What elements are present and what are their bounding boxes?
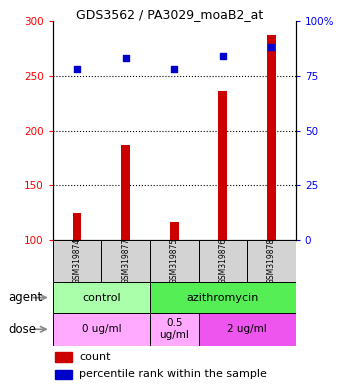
Text: 0.5
ug/ml: 0.5 ug/ml (159, 318, 189, 340)
Text: dose: dose (8, 323, 36, 336)
Bar (55, 370, 72, 379)
Text: GSM319874: GSM319874 (72, 238, 82, 284)
Text: GSM319878: GSM319878 (267, 238, 276, 284)
Bar (150, 313, 199, 346)
Bar (199, 240, 247, 282)
Bar (150, 282, 296, 313)
Bar (101, 240, 150, 282)
Bar (219, 91, 227, 240)
Bar (53, 282, 150, 313)
Text: azithromycin: azithromycin (187, 293, 259, 303)
Text: 2 ug/ml: 2 ug/ml (227, 324, 267, 334)
Point (269, 44, 274, 50)
Bar (121, 145, 130, 240)
Bar (199, 313, 296, 346)
Bar (170, 222, 178, 240)
Text: GDS3562 / PA3029_moaB2_at: GDS3562 / PA3029_moaB2_at (76, 8, 264, 21)
Bar (53, 240, 101, 282)
Text: GSM319876: GSM319876 (218, 238, 227, 284)
Point (123, 55, 129, 61)
Text: agent: agent (8, 291, 43, 304)
Point (171, 66, 177, 72)
Text: percentile rank within the sample: percentile rank within the sample (80, 369, 267, 379)
Text: control: control (82, 293, 121, 303)
Text: count: count (80, 352, 111, 362)
Bar (247, 240, 296, 282)
Bar (267, 35, 276, 240)
Point (74, 66, 80, 72)
Bar (150, 240, 199, 282)
Bar (73, 213, 81, 240)
Text: GSM319877: GSM319877 (121, 238, 130, 284)
Point (220, 53, 226, 59)
Bar (53, 313, 150, 346)
Text: 0 ug/ml: 0 ug/ml (82, 324, 121, 334)
Text: GSM319875: GSM319875 (170, 238, 179, 284)
Bar (55, 353, 72, 362)
